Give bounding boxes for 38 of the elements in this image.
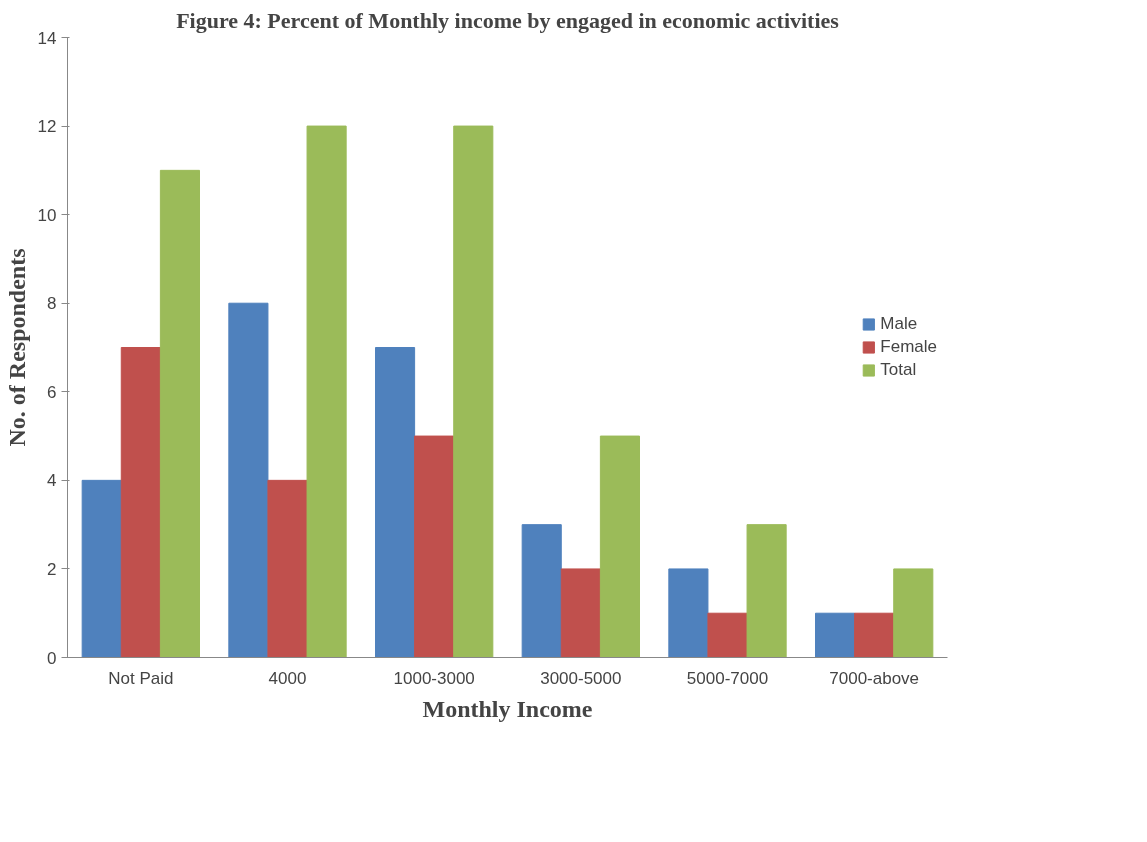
bar [375,347,416,658]
y-tick-label: 14 [37,28,57,48]
x-tick-label: 4000 [268,668,307,688]
y-tick-label: 0 [47,648,57,668]
x-tick-label: 3000-5000 [540,668,622,688]
bar [893,568,934,658]
x-axis-title: Monthly Income [422,695,593,722]
bar [159,169,200,658]
bar [453,125,494,658]
x-tick-label: Not Paid [108,668,174,688]
bar [306,125,347,658]
bar [707,612,748,658]
bar [120,347,161,658]
bar [746,524,787,658]
y-tick-label: 2 [47,559,57,579]
y-tick-label: 10 [37,205,57,225]
bar [854,612,895,658]
bar [668,568,709,658]
legend-label: Female [880,337,937,357]
y-tick-label: 4 [47,471,57,491]
bar [521,524,562,658]
bar [81,479,122,658]
bar [815,612,856,658]
bar [228,302,269,658]
x-tick-label: 1000-3000 [393,668,475,688]
y-tick-label: 8 [47,294,57,314]
legend-label: Total [880,360,917,380]
y-tick-label: 12 [37,117,57,137]
bar [414,435,455,658]
legend-label: Male [880,314,918,334]
bar [560,568,601,658]
y-axis-title: No. of Respondents [3,248,30,447]
chart-title: Figure 4: Percent of Monthly income by engaged in economic activities [176,7,840,33]
y-tick-label: 6 [47,382,57,402]
x-tick-label: 7000-above [829,668,920,688]
bar [599,435,640,658]
x-tick-label: 5000-7000 [686,668,769,688]
bar [267,479,308,658]
